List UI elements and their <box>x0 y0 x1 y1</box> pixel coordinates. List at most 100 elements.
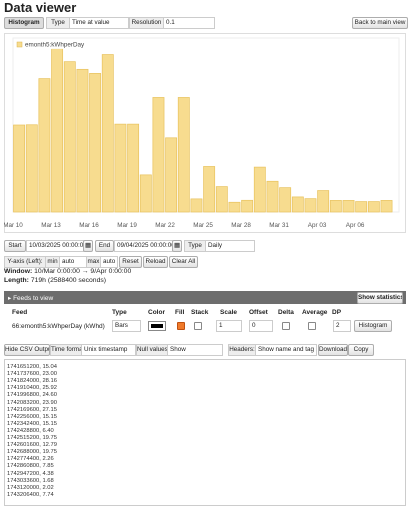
bar <box>253 166 266 213</box>
bar <box>329 200 342 213</box>
bar <box>291 196 304 213</box>
bar <box>342 200 355 213</box>
csv-line: 1742169600, 27.15 <box>7 406 57 413</box>
time-format-select[interactable]: Unix timestamp <box>81 344 136 356</box>
chart: Mar 10 Mar 13 Mar 16 Mar 19 Mar 22 Mar 25 Mar … <box>4 33 406 233</box>
histogram-tab[interactable]: Histogram <box>4 17 44 29</box>
bar <box>304 198 317 213</box>
bar <box>51 48 64 213</box>
x-tick-label: Mar 10 <box>4 222 23 229</box>
bar <box>241 199 254 213</box>
bar <box>127 123 140 213</box>
bar <box>317 190 330 213</box>
stack-checkbox[interactable] <box>194 322 202 330</box>
csv-line: 1742515200, 19.75 <box>7 435 57 441</box>
window-label: Window: <box>4 268 33 275</box>
feed-type-select[interactable]: Bars <box>112 320 141 332</box>
window-text: 10/Mar 0:00:00 → 9/Apr 0:00:00 <box>34 268 132 275</box>
x-tick-label: Mar 13 <box>41 222 61 229</box>
calendar-icon[interactable]: ▦ <box>83 240 93 252</box>
delta-checkbox[interactable] <box>282 322 290 330</box>
bar <box>76 68 89 213</box>
column-header: Stack <box>191 309 209 316</box>
bar <box>165 137 178 213</box>
csv-line: 1742860800, 7.85 <box>7 463 54 470</box>
bar <box>203 166 216 213</box>
x-tick-label: Mar 25 <box>193 222 213 229</box>
calendar-icon[interactable]: ▦ <box>172 240 182 252</box>
start-input[interactable]: 10/03/2025 00:00:00 <box>26 240 84 252</box>
yaxis-label: Y-axis (Left): <box>4 256 46 268</box>
csv-line: 1741996800, 24.60 <box>7 392 57 399</box>
feed-histogram-button[interactable]: Histogram <box>354 320 392 332</box>
csv-line: 1741737600, 23.00 <box>7 371 57 378</box>
page-title: Data viewer <box>4 0 77 15</box>
column-header: Type <box>112 309 127 316</box>
bar <box>367 201 380 213</box>
csv-line: 1741824000, 28.16 <box>7 378 57 385</box>
length-label: Length: <box>4 277 29 284</box>
end-button[interactable]: End <box>95 240 114 252</box>
fill-checkbox[interactable] <box>177 322 185 330</box>
csv-line: 1742601600, 12.79 <box>7 442 57 449</box>
feeds-header-text[interactable]: ▸ Feeds to view <box>8 295 54 302</box>
headers-select[interactable]: Show name and tag <box>255 344 317 356</box>
column-header: Scale <box>220 309 237 316</box>
csv-line: 1742256000, 15.15 <box>7 413 57 420</box>
column-header: Delta <box>278 309 294 316</box>
column-header: Offset <box>249 309 268 316</box>
time-format-label: Time format: <box>50 344 86 356</box>
column-header: Color <box>148 309 165 316</box>
back-button[interactable]: Back to main view <box>352 17 408 29</box>
csv-line: 1742774400, 2.26 <box>7 456 54 463</box>
dp-select[interactable]: 2 <box>333 320 351 332</box>
offset-input[interactable]: 0 <box>249 320 273 332</box>
column-header: DP <box>332 309 342 316</box>
bar <box>38 78 51 213</box>
end-input[interactable]: 09/04/2025 00:00:00 <box>114 240 173 252</box>
csv-line: 1742428800, 6.40 <box>7 427 54 434</box>
csv-line: 1742083200, 23.90 <box>7 399 57 406</box>
feeds-header <box>4 291 406 304</box>
interval-type-label: Type <box>184 240 206 252</box>
bar <box>380 200 393 213</box>
csv-line: 1741651200, 15.04 <box>7 364 57 370</box>
max-input[interactable]: auto <box>100 256 118 268</box>
stats-button[interactable]: Show statistics <box>357 292 403 304</box>
start-button[interactable]: Start <box>4 240 26 252</box>
scale-input[interactable]: 1 <box>216 320 242 332</box>
min-input[interactable]: auto <box>59 256 87 268</box>
x-tick-label: Mar 28 <box>231 222 251 229</box>
clear-button[interactable]: Clear All <box>169 256 198 268</box>
null-select[interactable]: Show <box>167 344 223 356</box>
length-info: Length: 719h (2588400 seconds) <box>4 277 106 284</box>
x-tick-label: Apr 06 <box>346 222 365 229</box>
column-header: Average <box>302 309 328 316</box>
bar <box>279 187 292 213</box>
color-picker[interactable] <box>148 321 166 331</box>
bar <box>215 186 228 213</box>
feed-name: 66:emonth5:kWhperDay (kWhd) <box>12 323 105 330</box>
type-label: Type <box>46 17 70 29</box>
bar <box>114 123 127 213</box>
hide-csv-button[interactable]: Hide CSV Output <box>4 344 50 356</box>
csv-line: 1742342400, 15.15 <box>7 420 57 427</box>
reset-button[interactable]: Reset <box>119 256 142 268</box>
copy-button[interactable]: Copy <box>348 344 374 356</box>
resolution-input[interactable]: 0.1 <box>163 17 215 29</box>
min-label: min <box>45 256 60 268</box>
average-checkbox[interactable] <box>308 322 316 330</box>
reload-button[interactable]: Reload <box>143 256 168 268</box>
bar <box>190 198 203 213</box>
type-select[interactable]: Time at value <box>69 17 129 29</box>
bar <box>228 201 241 213</box>
download-button[interactable]: Download <box>318 344 348 356</box>
feeds-title: Feeds to view <box>13 295 54 302</box>
bar <box>89 73 102 213</box>
interval-select[interactable]: Daily <box>205 240 255 252</box>
bar <box>355 201 368 213</box>
headers-label: Headers: <box>228 344 256 356</box>
csv-output[interactable]: 1741651200, 15.04 1741737600, 23.00 174182… <box>4 359 406 506</box>
bar <box>25 124 38 213</box>
